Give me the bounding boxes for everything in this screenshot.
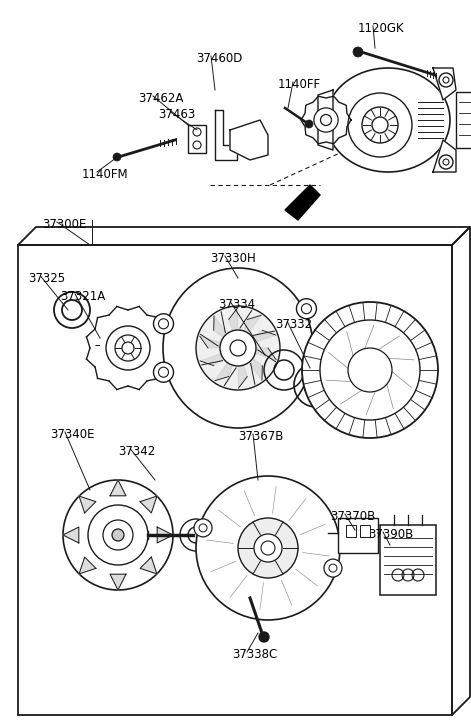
Text: 37300E: 37300E [42, 218, 86, 231]
Circle shape [296, 299, 317, 318]
Circle shape [302, 302, 438, 438]
Text: 1140FM: 1140FM [82, 168, 129, 181]
Bar [360, 525, 370, 537]
Circle shape [220, 330, 256, 366]
Polygon shape [229, 308, 238, 348]
Text: 37370B: 37370B [330, 510, 375, 523]
Circle shape [196, 476, 340, 620]
Polygon shape [238, 348, 262, 380]
Bar [188, 125, 206, 153]
Circle shape [63, 480, 173, 590]
Bar [380, 525, 436, 595]
Polygon shape [157, 527, 173, 543]
Text: 37390B: 37390B [368, 528, 413, 541]
Circle shape [348, 93, 412, 157]
Circle shape [106, 326, 150, 370]
Text: 37330H: 37330H [210, 252, 256, 265]
Circle shape [259, 632, 269, 642]
Bar [18, 245, 452, 715]
Circle shape [320, 320, 420, 420]
Bar [338, 518, 378, 553]
Circle shape [348, 348, 392, 392]
Circle shape [314, 108, 338, 132]
Text: 37367B: 37367B [238, 430, 284, 443]
Circle shape [254, 534, 282, 562]
Polygon shape [433, 68, 456, 100]
Circle shape [324, 559, 342, 577]
Polygon shape [110, 480, 126, 496]
Circle shape [353, 47, 363, 57]
Polygon shape [110, 574, 126, 590]
Circle shape [154, 362, 173, 382]
Polygon shape [230, 120, 268, 160]
Polygon shape [433, 140, 456, 172]
Circle shape [113, 153, 121, 161]
Circle shape [196, 306, 280, 390]
Polygon shape [200, 348, 238, 366]
Text: 37342: 37342 [118, 445, 155, 458]
Polygon shape [200, 336, 238, 348]
Text: 37340E: 37340E [50, 428, 95, 441]
Polygon shape [238, 316, 261, 348]
Polygon shape [214, 316, 238, 348]
Text: 1120GK: 1120GK [358, 22, 405, 35]
Polygon shape [238, 348, 276, 360]
Text: 1140FF: 1140FF [278, 78, 321, 91]
Polygon shape [318, 90, 333, 150]
Circle shape [112, 529, 124, 541]
Bar [346, 525, 356, 537]
Ellipse shape [163, 268, 313, 428]
Circle shape [88, 505, 148, 565]
Polygon shape [285, 185, 320, 220]
Circle shape [194, 519, 212, 537]
Text: 37321A: 37321A [60, 290, 105, 303]
Polygon shape [140, 557, 157, 574]
Text: 37332: 37332 [275, 318, 312, 331]
Circle shape [439, 73, 453, 87]
Text: 37338C: 37338C [232, 648, 277, 661]
Bar [456, 92, 471, 148]
Polygon shape [140, 496, 157, 513]
Polygon shape [215, 348, 238, 381]
Text: 37334: 37334 [218, 298, 255, 311]
Polygon shape [238, 348, 247, 388]
Text: 37463: 37463 [158, 108, 195, 121]
Circle shape [238, 518, 298, 578]
Polygon shape [79, 557, 96, 574]
Text: 37325: 37325 [28, 272, 65, 285]
Polygon shape [79, 496, 96, 513]
Circle shape [305, 120, 313, 128]
Text: 37460D: 37460D [196, 52, 243, 65]
Circle shape [439, 155, 453, 169]
Polygon shape [238, 330, 276, 348]
Polygon shape [63, 527, 79, 543]
Circle shape [154, 314, 173, 334]
Text: 37462A: 37462A [138, 92, 183, 105]
Polygon shape [215, 110, 237, 160]
Ellipse shape [326, 68, 450, 172]
